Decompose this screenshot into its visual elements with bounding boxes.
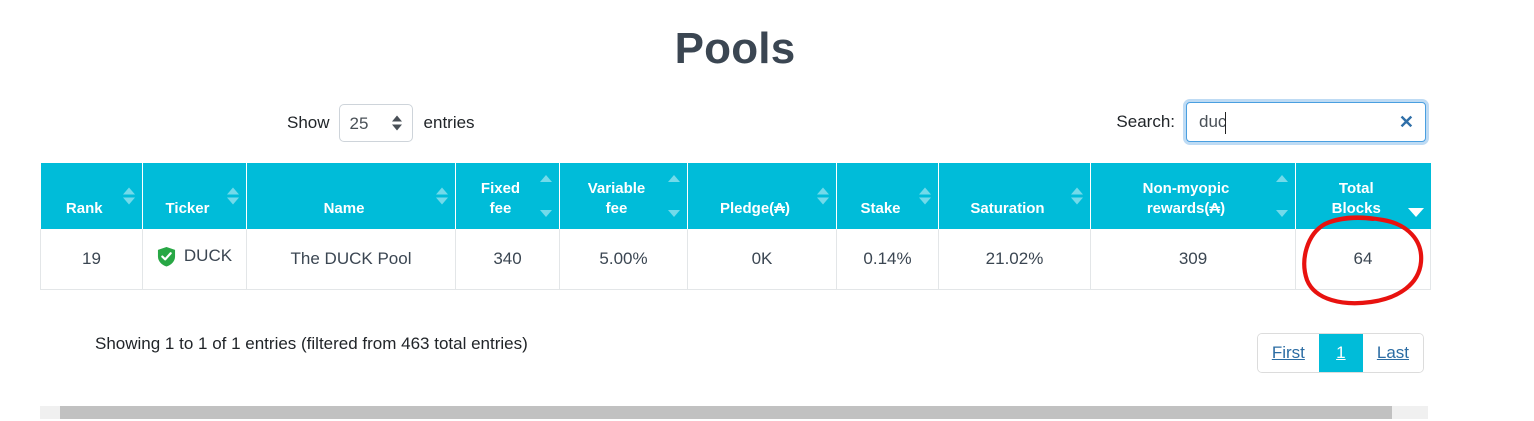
column-header-ticker[interactable]: Ticker: [142, 163, 247, 229]
column-header-saturation[interactable]: Saturation: [938, 163, 1091, 229]
column-label: Non-myopic rewards(₳): [1142, 180, 1230, 218]
table-row[interactable]: 19 DUCK The DUCK Pool 340 5.00% 0K: [40, 229, 1431, 290]
entries-per-page-select[interactable]: 25: [338, 104, 413, 142]
text-caret: [1225, 112, 1226, 134]
column-label: Total Blocks: [1331, 180, 1381, 218]
page-title: Pools: [674, 24, 796, 73]
show-label: Show: [287, 113, 330, 132]
table-header-row: Rank Ticker Name Fixed fee: [40, 163, 1431, 229]
pools-table-wrapper: Rank Ticker Name Fixed fee: [40, 163, 1431, 290]
column-header-variable-fee[interactable]: Variable fee: [559, 163, 688, 229]
pools-table: Rank Ticker Name Fixed fee: [40, 163, 1431, 290]
table-info: Showing 1 to 1 of 1 entries (filtered fr…: [95, 334, 528, 353]
sort-arrows-icon[interactable]: [1276, 175, 1288, 217]
cell-stake: 0.14%: [836, 229, 939, 290]
column-label: Rank: [65, 200, 103, 218]
cell-total-blocks: 64: [1295, 229, 1431, 290]
column-label: Name: [323, 200, 365, 218]
cell-rank: 19: [40, 229, 143, 290]
sort-arrows-icon[interactable]: [919, 187, 931, 205]
column-label: Ticker: [165, 200, 210, 218]
pagination: First 1 Last: [1256, 333, 1424, 373]
table-controls: Show 25 entries Search: ✕: [40, 102, 1430, 148]
pagination-page-1[interactable]: 1: [1318, 334, 1363, 372]
table-body: 19 DUCK The DUCK Pool 340 5.00% 0K: [40, 229, 1431, 290]
pagination-last[interactable]: Last: [1362, 334, 1423, 372]
sort-arrows-icon[interactable]: [1071, 187, 1083, 205]
column-label: Pledge(₳): [719, 200, 790, 218]
column-label: Variable fee: [587, 180, 646, 218]
sort-arrows-icon[interactable]: [1407, 175, 1424, 217]
search-label: Search:: [1116, 112, 1175, 131]
cell-ticker: DUCK: [142, 229, 247, 290]
column-header-non-myopic-rewards[interactable]: Non-myopic rewards(₳): [1090, 163, 1296, 229]
column-label: Saturation: [970, 200, 1045, 218]
sort-arrows-icon[interactable]: [668, 175, 680, 217]
column-header-total-blocks[interactable]: Total Blocks: [1295, 163, 1431, 229]
entries-length-control: Show 25 entries: [287, 104, 475, 142]
clear-search-icon[interactable]: ✕: [1398, 112, 1414, 132]
sort-arrows-icon[interactable]: [123, 187, 135, 205]
column-header-fixed-fee[interactable]: Fixed fee: [455, 163, 560, 229]
cell-pledge: 0K: [687, 229, 837, 290]
search-input[interactable]: [1187, 103, 1425, 141]
cell-saturation: 21.02%: [938, 229, 1091, 290]
search-control: Search: ✕: [1116, 102, 1426, 142]
cell-non-myopic-rewards: 309: [1090, 229, 1296, 290]
cell-variable-fee: 5.00%: [559, 229, 688, 290]
up-down-chevron-icon: [391, 115, 402, 131]
verified-shield-icon: [157, 246, 175, 267]
sort-arrows-icon[interactable]: [227, 187, 239, 205]
cell-fixed-fee: 340: [455, 229, 560, 290]
pagination-first[interactable]: First: [1257, 334, 1319, 372]
column-header-stake[interactable]: Stake: [836, 163, 939, 229]
ticker-label: DUCK: [183, 246, 233, 266]
column-label: Fixed fee: [480, 180, 521, 218]
horizontal-scrollbar-thumb[interactable]: [60, 406, 1392, 419]
sort-arrows-icon[interactable]: [540, 175, 552, 217]
table-header: Rank Ticker Name Fixed fee: [40, 163, 1431, 229]
column-label: Stake: [860, 200, 901, 218]
sort-arrows-icon[interactable]: [817, 187, 829, 205]
search-field-wrapper[interactable]: ✕: [1186, 102, 1426, 142]
cell-name: The DUCK Pool: [246, 229, 456, 290]
column-header-rank[interactable]: Rank: [40, 163, 143, 229]
entries-label: entries: [423, 113, 475, 132]
column-header-name[interactable]: Name: [246, 163, 456, 229]
entries-per-page-value: 25: [349, 113, 369, 133]
sort-arrows-icon[interactable]: [436, 187, 448, 205]
column-header-pledge[interactable]: Pledge(₳): [687, 163, 837, 229]
